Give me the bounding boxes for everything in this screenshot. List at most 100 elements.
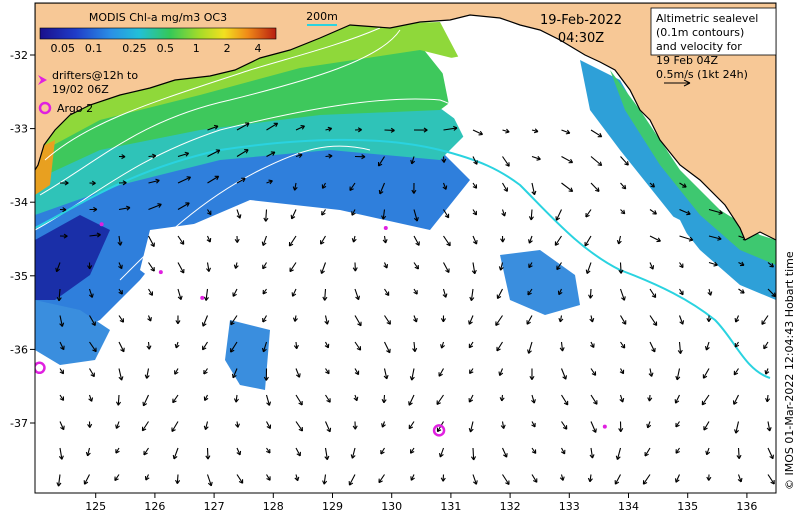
velocity-arrow-head [175, 320, 181, 325]
velocity-arrow-head [682, 183, 687, 188]
velocity-arrow [324, 447, 328, 460]
drifter-icon [38, 75, 47, 85]
velocity-arrow [118, 341, 125, 352]
velocity-arrow-head [90, 372, 95, 378]
velocity-arrow-head [595, 187, 600, 192]
velocity-arrow [177, 152, 189, 158]
velocity-arrow-head [555, 216, 561, 221]
velocity-arrow-head [118, 264, 123, 270]
velocity-arrow-head [294, 476, 300, 482]
velocity-arrow-head [531, 399, 536, 404]
velocity-arrow-head [718, 209, 723, 215]
velocity-arrow [262, 315, 267, 323]
sealevel-contour [119, 145, 371, 281]
chl-patch-south [35, 300, 110, 365]
velocity-arrow [439, 447, 445, 458]
velocity-arrow-head [262, 318, 267, 323]
velocity-arrow [174, 368, 179, 375]
velocity-arrow-head [83, 480, 89, 485]
velocity-arrows [55, 122, 776, 487]
velocity-arrow [207, 175, 219, 184]
velocity-arrow [586, 262, 592, 274]
velocity-arrow-head [233, 398, 239, 403]
velocity-arrow-head [533, 128, 539, 134]
velocity-arrow-head [381, 215, 387, 220]
velocity-arrow [384, 288, 390, 296]
colorbar-tick-label: 4 [254, 42, 261, 55]
velocity-arrow [292, 288, 297, 297]
velocity-arrow-head [469, 296, 475, 302]
velocity-arrow-head [408, 424, 414, 430]
velocity-arrow-head [414, 264, 419, 270]
velocity-arrow-head [453, 125, 458, 131]
velocity-arrow-head [115, 424, 120, 429]
velocity-arrow-head [644, 452, 649, 457]
velocity-arrow-head [410, 449, 415, 454]
velocity-arrow [502, 474, 510, 485]
velocity-arrow [530, 209, 533, 221]
velocity-arrow [767, 447, 774, 459]
velocity-arrow [501, 421, 505, 429]
velocity-arrow-head [706, 476, 712, 481]
velocity-arrow [295, 341, 298, 349]
velocity-arrow-head [320, 269, 325, 274]
velocity-arrow-head [674, 478, 680, 483]
velocity-arrow [177, 235, 185, 245]
velocity-arrow [678, 315, 684, 325]
velocity-arrow-head [732, 400, 738, 405]
velocity-arrow [649, 288, 657, 298]
velocity-arrow [295, 368, 301, 378]
velocity-arrow-head [244, 149, 249, 154]
colorbar: MODIS Chl-a mg/m3 OC3 0.05 0.1 0.25 0.5 1 2 4 [39, 11, 277, 55]
velocity-arrow-head [554, 241, 560, 246]
velocity-arrow-head [262, 264, 267, 270]
legend-line-5: 0.5m/s (1kt 24h) [656, 68, 748, 81]
velocity-arrow-head [150, 242, 155, 248]
data-layer [35, 3, 776, 487]
velocity-arrow [438, 368, 444, 377]
velocity-arrow [324, 288, 327, 301]
velocity-arrow [442, 182, 447, 190]
velocity-arrow-head [203, 369, 208, 375]
velocity-arrow [118, 315, 124, 323]
velocity-arrow-head [500, 238, 506, 243]
velocity-arrow-head [615, 455, 621, 460]
velocity-arrow-head [203, 396, 209, 401]
velocity-arrow [472, 447, 475, 461]
velocity-arrow-head [624, 161, 629, 166]
velocity-arrow-head [263, 376, 269, 381]
velocity-arrow [706, 447, 710, 455]
velocity-arrow-head [147, 317, 152, 322]
velocity-arrow-head [740, 289, 745, 294]
velocity-arrow-head [214, 175, 220, 181]
velocity-arrow-head [436, 427, 442, 433]
velocity-arrow-head [266, 424, 272, 430]
velocity-arrow-head [410, 159, 416, 165]
velocity-arrow [649, 368, 653, 377]
x-tick-label: 132 [500, 500, 521, 513]
velocity-arrow-head [679, 263, 684, 269]
velocity-arrow [87, 447, 91, 457]
velocity-arrow-head [423, 127, 428, 133]
velocity-arrow-head [118, 290, 123, 295]
velocity-arrow-head [356, 346, 362, 351]
velocity-arrow [291, 209, 297, 220]
velocity-arrow-head [321, 211, 326, 216]
velocity-arrow-head [442, 293, 448, 298]
velocity-arrow-head [440, 344, 445, 349]
velocity-arrow [502, 156, 510, 167]
velocity-arrow-head [174, 343, 180, 349]
velocity-arrow [148, 235, 155, 247]
velocity-arrow [411, 368, 415, 381]
velocity-arrow [143, 447, 149, 456]
velocity-arrow [146, 368, 150, 379]
velocity-arrow-head [207, 481, 213, 487]
time-label: 04:30Z [558, 31, 604, 46]
velocity-arrow [649, 341, 656, 353]
chl-patch-south [225, 320, 270, 390]
velocity-arrow-head [442, 185, 448, 190]
velocity-arrow [141, 421, 149, 432]
velocity-arrow-head [148, 291, 154, 296]
velocity-arrow [413, 315, 418, 323]
